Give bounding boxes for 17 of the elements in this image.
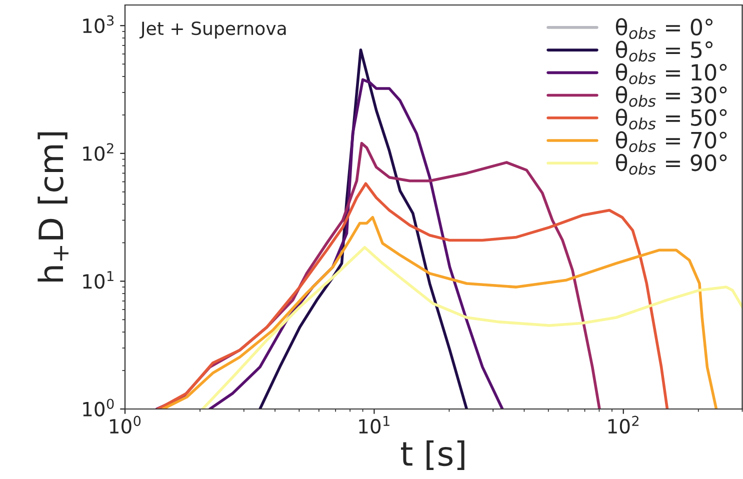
y-tick-label: 10$^{0}$ [83,398,114,417]
y-tick-label: 10$^{2}$ [83,143,114,161]
annotation: Jet + Supernova [140,21,286,39]
y-tick-label: 10$^{1}$ [83,271,114,289]
x-tick-label: 10$^{2}$ [608,416,638,434]
y-tick-label: 10$^{3}$ [83,15,114,34]
x-tick-label: 10$^{1}$ [359,416,390,434]
y-axis-title: h$_{+}$D [cm] [38,132,68,282]
legend-label: θ$_{obs}$ = 70° [616,131,727,152]
legend-label: θ$_{obs}$ = 90° [616,154,727,175]
x-tick-label: 10$^{0}$ [110,416,141,434]
legend-label: θ$_{obs}$ = 50° [616,108,727,130]
legend-label: θ$_{obs}$ = 0° [616,18,712,40]
legend-label: θ$_{obs}$ = 10° [616,63,727,84]
legend-label: θ$_{obs}$ = 5° [616,40,712,62]
legend-label: θ$_{obs}$ = 30° [616,86,727,107]
x-axis-title: t [s] [401,440,464,470]
